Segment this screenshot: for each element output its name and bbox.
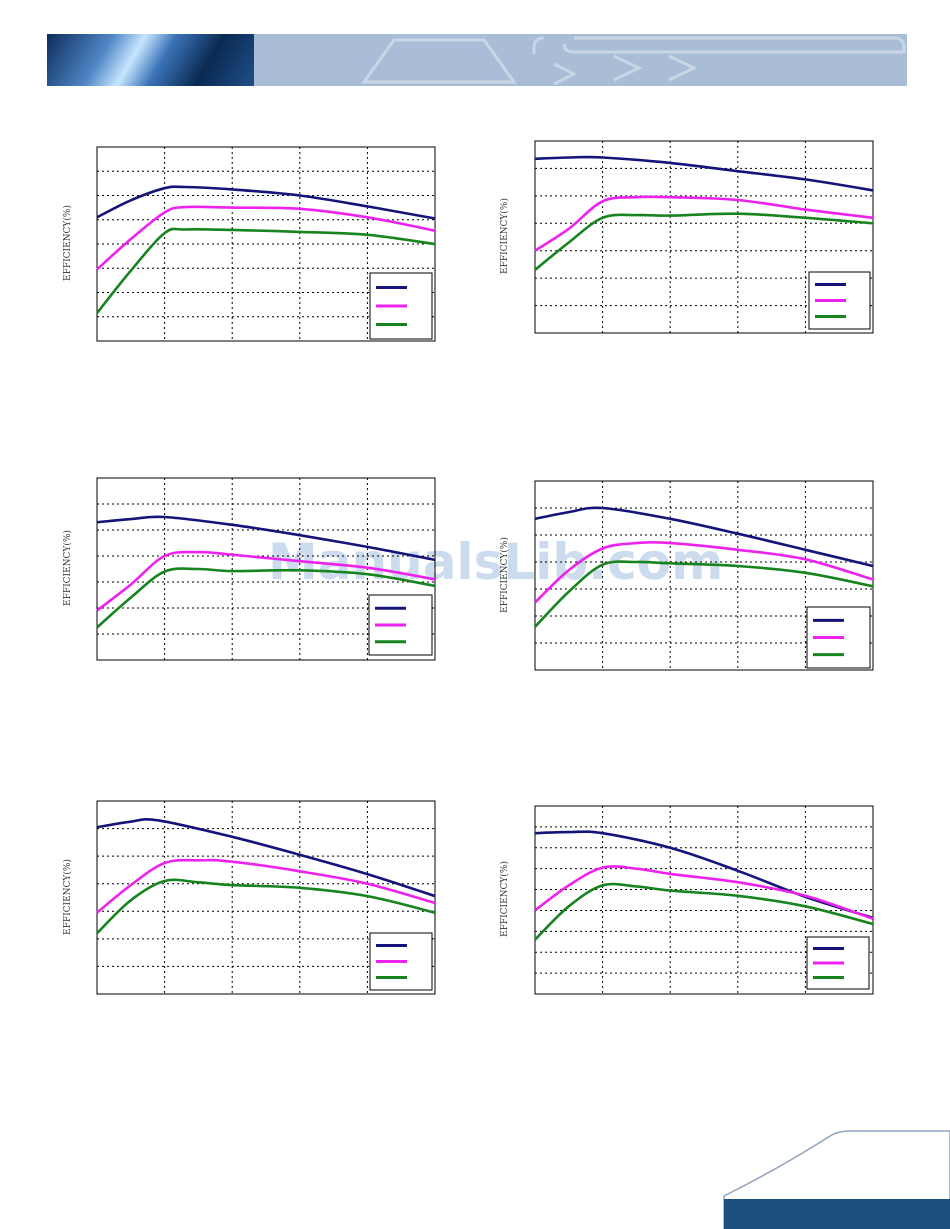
efficiency-chart-5 — [96, 800, 436, 995]
y-axis-label: EFFICIENCY(%) — [63, 858, 73, 935]
plot-frame — [534, 140, 874, 334]
y-axis-label: EFFICIENCY(%) — [63, 530, 73, 606]
series-line-3 — [534, 560, 874, 628]
series-line-1 — [96, 185, 436, 220]
series-line-2 — [534, 541, 874, 604]
banner-photo — [47, 34, 254, 86]
y-axis-label: EFFICIENCY(%) — [500, 198, 510, 274]
series-line-3 — [96, 567, 436, 629]
y-axis-label: EFFICIENCY(%) — [500, 536, 510, 613]
series-line-1 — [534, 155, 874, 192]
banner-arrow-art — [361, 36, 906, 86]
legend-box — [806, 936, 870, 990]
efficiency-chart-2 — [534, 140, 874, 334]
series-line-2 — [96, 550, 436, 612]
plot-frame — [534, 480, 874, 671]
plot-frame — [96, 477, 436, 661]
series-line-2 — [96, 205, 436, 271]
series-line-3 — [96, 878, 436, 935]
series-line-2 — [534, 865, 874, 921]
header-banner — [47, 34, 907, 86]
efficiency-chart-4 — [534, 480, 874, 671]
y-axis-label: EFFICIENCY(%) — [63, 205, 73, 281]
series-line-3 — [96, 227, 436, 314]
legend-box — [369, 932, 433, 991]
series-line-1 — [96, 817, 436, 898]
series-line-3 — [534, 212, 874, 271]
series-line-2 — [96, 858, 436, 914]
series-line-1 — [96, 515, 436, 562]
series-line-3 — [534, 882, 874, 941]
series-line-2 — [534, 195, 874, 252]
legend-box — [369, 272, 433, 340]
legend-box — [806, 606, 871, 669]
legend-box — [808, 271, 871, 330]
footer-corner-graphic — [723, 1130, 950, 1229]
legend-box — [368, 594, 433, 656]
plot-frame — [534, 805, 874, 995]
plot-frame — [96, 800, 436, 995]
y-axis-label: EFFICIENCY(%) — [500, 861, 510, 937]
series-line-1 — [534, 506, 874, 568]
